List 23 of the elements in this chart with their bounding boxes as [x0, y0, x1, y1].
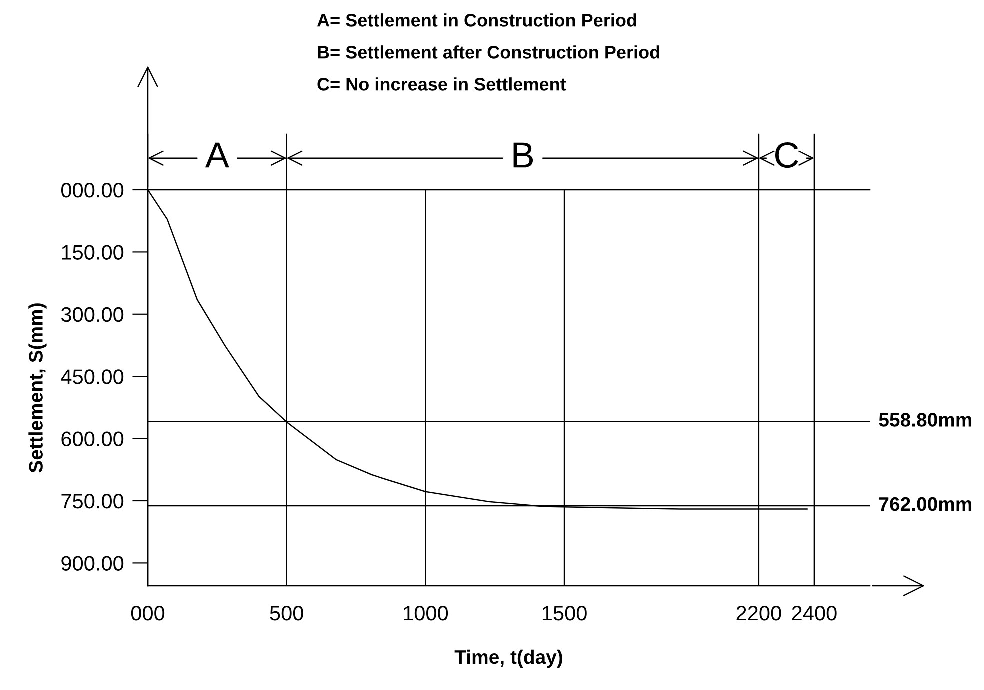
y-axis-title: Settlement, S(mm)	[28, 304, 47, 473]
y-tick-label: 900.00	[62, 556, 124, 571]
y-tick-label: 150.00	[62, 245, 124, 260]
text: C= No increase in Settlement	[318, 78, 566, 91]
text: B	[514, 142, 534, 168]
y-tick-label: 300.00	[61, 307, 124, 322]
text: B= Settlement after Construction Period	[318, 46, 660, 59]
text: A= Settlement in Construction Period	[317, 14, 636, 27]
x-axis-title: Time, t(day)	[454, 650, 562, 668]
x-tick-label: 1500	[542, 606, 587, 621]
x-tick-label: 500	[270, 606, 304, 621]
text: C	[775, 142, 798, 168]
y-tick-label: 000.00	[61, 183, 124, 198]
y-tick-label: 450.00	[61, 370, 124, 384]
y-tick-label: 750.00	[62, 494, 124, 509]
ref-line-label: 558.80mm	[879, 413, 972, 427]
x-tick-label: 2200	[736, 606, 782, 621]
text: A	[205, 142, 230, 168]
x-tick-label: 2400	[792, 606, 837, 621]
x-tick-label: 1000	[404, 606, 448, 621]
ref-line-label: 762.00mm	[880, 497, 972, 512]
y-tick-label: 600.00	[62, 432, 124, 447]
x-tick-label: 000	[131, 606, 165, 621]
